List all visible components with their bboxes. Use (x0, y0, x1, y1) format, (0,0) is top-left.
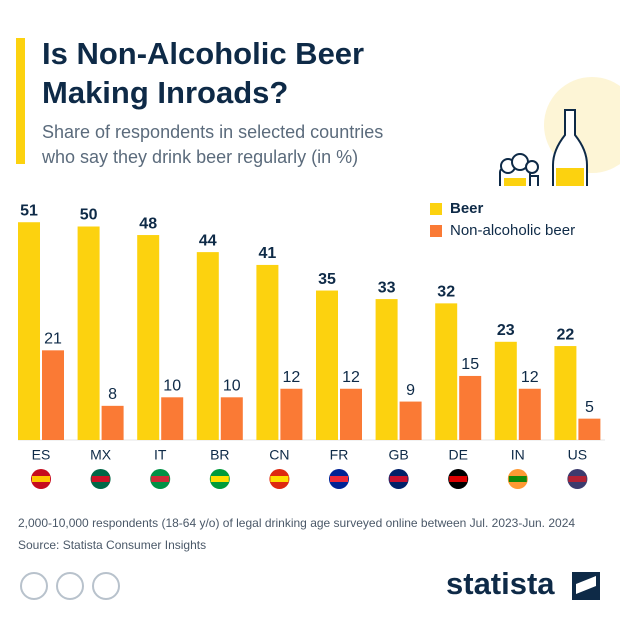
bar (459, 375, 482, 440)
x-tick-label: US (568, 447, 587, 463)
bar (435, 303, 458, 440)
value-label: 10 (223, 378, 241, 395)
flag-stripe (91, 476, 110, 482)
bar (578, 418, 601, 440)
value-label: 41 (259, 245, 277, 262)
x-tick-label: IT (154, 447, 167, 463)
value-label: 50 (80, 207, 98, 224)
x-tick-label: ES (32, 447, 51, 463)
subtitle: Share of respondents in selected countri… (42, 122, 383, 142)
x-tick-label: MX (90, 447, 112, 463)
title-accent (16, 38, 25, 164)
legend-swatch (430, 225, 442, 237)
bar (77, 226, 100, 440)
footnote: 2,000-10,000 respondents (18-64 y/o) of … (18, 516, 575, 530)
x-tick-label: FR (330, 447, 349, 463)
value-label: 15 (461, 356, 479, 373)
chart-title: Is Non-Alcoholic Beer (42, 36, 364, 71)
value-label: 5 (585, 399, 594, 416)
license-icons (20, 572, 120, 600)
value-label: 12 (283, 369, 301, 386)
flag-stripe (32, 476, 50, 482)
bar (280, 388, 303, 440)
subtitle: who say they drink beer regularly (in %) (41, 147, 358, 167)
legend-label: Beer (450, 200, 484, 217)
flag-stripe (330, 476, 348, 482)
bar (161, 397, 184, 440)
flag-stripe (389, 476, 408, 482)
value-label: 23 (497, 322, 515, 339)
flag-stripe (508, 476, 527, 482)
bar (494, 341, 517, 440)
x-tick-label: CN (269, 447, 289, 463)
legend-box (415, 186, 607, 250)
flag-stripe (568, 476, 587, 482)
flag-stripe (449, 476, 468, 482)
value-label: 21 (44, 331, 62, 348)
bar (256, 264, 279, 440)
x-tick-label: GB (388, 447, 408, 463)
flag-stripe (270, 476, 289, 482)
bar (340, 388, 362, 440)
logo: statista (446, 566, 555, 601)
value-label: 32 (437, 284, 455, 301)
x-tick-label: DE (448, 447, 467, 463)
legend-swatch (430, 203, 442, 215)
x-tick-label: IN (511, 447, 525, 463)
value-label: 10 (163, 378, 181, 395)
chart-title: Making Inroads? (42, 75, 288, 110)
value-label: 12 (342, 369, 360, 386)
source: Source: Statista Consumer Insights (18, 538, 206, 552)
value-label: 48 (139, 215, 157, 232)
bar (518, 388, 541, 440)
value-label: 22 (557, 326, 575, 343)
value-label: 8 (108, 386, 117, 403)
logo-mark (572, 572, 600, 600)
value-label: 12 (521, 369, 539, 386)
bar (220, 397, 243, 440)
bar (42, 350, 64, 440)
flag-stripe (151, 476, 170, 482)
value-label: 35 (318, 271, 336, 288)
bar (101, 405, 124, 440)
value-label: 9 (406, 382, 415, 399)
bar (375, 299, 398, 440)
bar (137, 235, 160, 440)
value-label: 44 (199, 232, 217, 249)
x-tick-label: BR (210, 447, 229, 463)
legend-label: Non-alcoholic beer (450, 222, 575, 239)
beer-icon (499, 109, 588, 208)
bar (316, 290, 338, 440)
bar (399, 401, 422, 440)
bar (196, 252, 219, 440)
flag-stripe (210, 476, 229, 482)
value-label: 33 (378, 279, 396, 296)
bar (554, 346, 577, 440)
bar (18, 222, 40, 440)
value-label: 51 (20, 202, 38, 219)
